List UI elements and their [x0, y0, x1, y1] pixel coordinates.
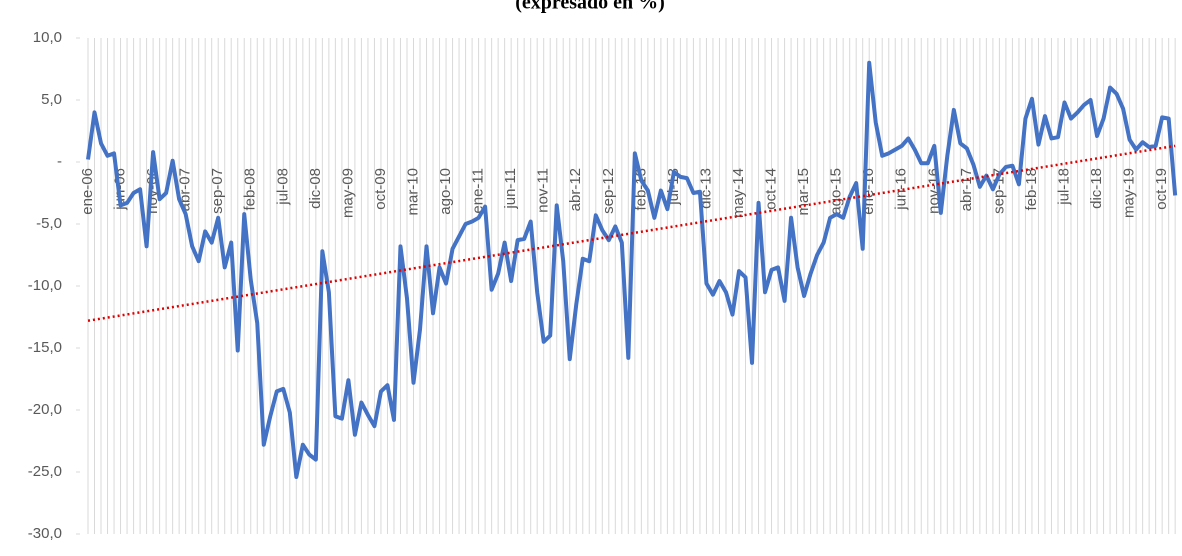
y-tick-label: -30,0: [28, 525, 62, 542]
x-tick-label: sep-07: [209, 168, 226, 214]
y-tick-label: -: [57, 153, 62, 170]
trend-line: [87, 144, 1176, 322]
y-tick-label: -25,0: [28, 463, 62, 480]
x-tick-label: ene-06: [79, 168, 96, 215]
x-tick-label: may-14: [730, 168, 747, 218]
x-tick-label: jul-18: [1055, 168, 1072, 206]
x-tick-label: feb-13: [632, 168, 649, 211]
x-tick-label: may-19: [1121, 168, 1138, 218]
y-tick-label: -10,0: [28, 277, 62, 294]
x-tick-label: jun-11: [502, 168, 519, 210]
y-tick-label: -5,0: [36, 215, 62, 232]
x-tick-label: ago-15: [828, 168, 845, 215]
data-line: [86, 60, 1178, 479]
chart-title: (expresado en %): [515, 0, 665, 14]
y-tick-label: -20,0: [28, 401, 62, 418]
x-tick-label: sep-17: [990, 168, 1007, 214]
x-tick-label: ene-11: [470, 168, 487, 214]
x-tick-label: may-09: [339, 168, 356, 218]
x-tick-label: oct-19: [1153, 168, 1170, 210]
x-tick-label: abr-17: [958, 168, 975, 211]
y-tick-label: -15,0: [28, 339, 62, 356]
y-tick-label: 10,0: [33, 29, 62, 46]
x-tick-label: oct-14: [763, 168, 780, 210]
x-tick-label: oct-09: [372, 168, 389, 210]
x-tick-label: feb-18: [1023, 168, 1040, 211]
x-tick-label: dic-08: [307, 168, 324, 209]
x-tick-label: abr-12: [567, 168, 584, 211]
x-tick-label: mar-15: [795, 168, 812, 216]
x-tick-label: mar-10: [404, 168, 421, 216]
x-tick-label: feb-08: [242, 168, 259, 211]
x-tick-label: jul-08: [274, 168, 291, 206]
x-tick-label: dic-18: [1088, 168, 1105, 209]
x-tick-label: sep-12: [600, 168, 617, 214]
x-tick-label: ago-10: [437, 168, 454, 215]
y-tick-label: 5,0: [41, 91, 62, 108]
x-tick-label: nov-11: [535, 168, 552, 213]
x-tick-label: jun-16: [893, 168, 910, 211]
